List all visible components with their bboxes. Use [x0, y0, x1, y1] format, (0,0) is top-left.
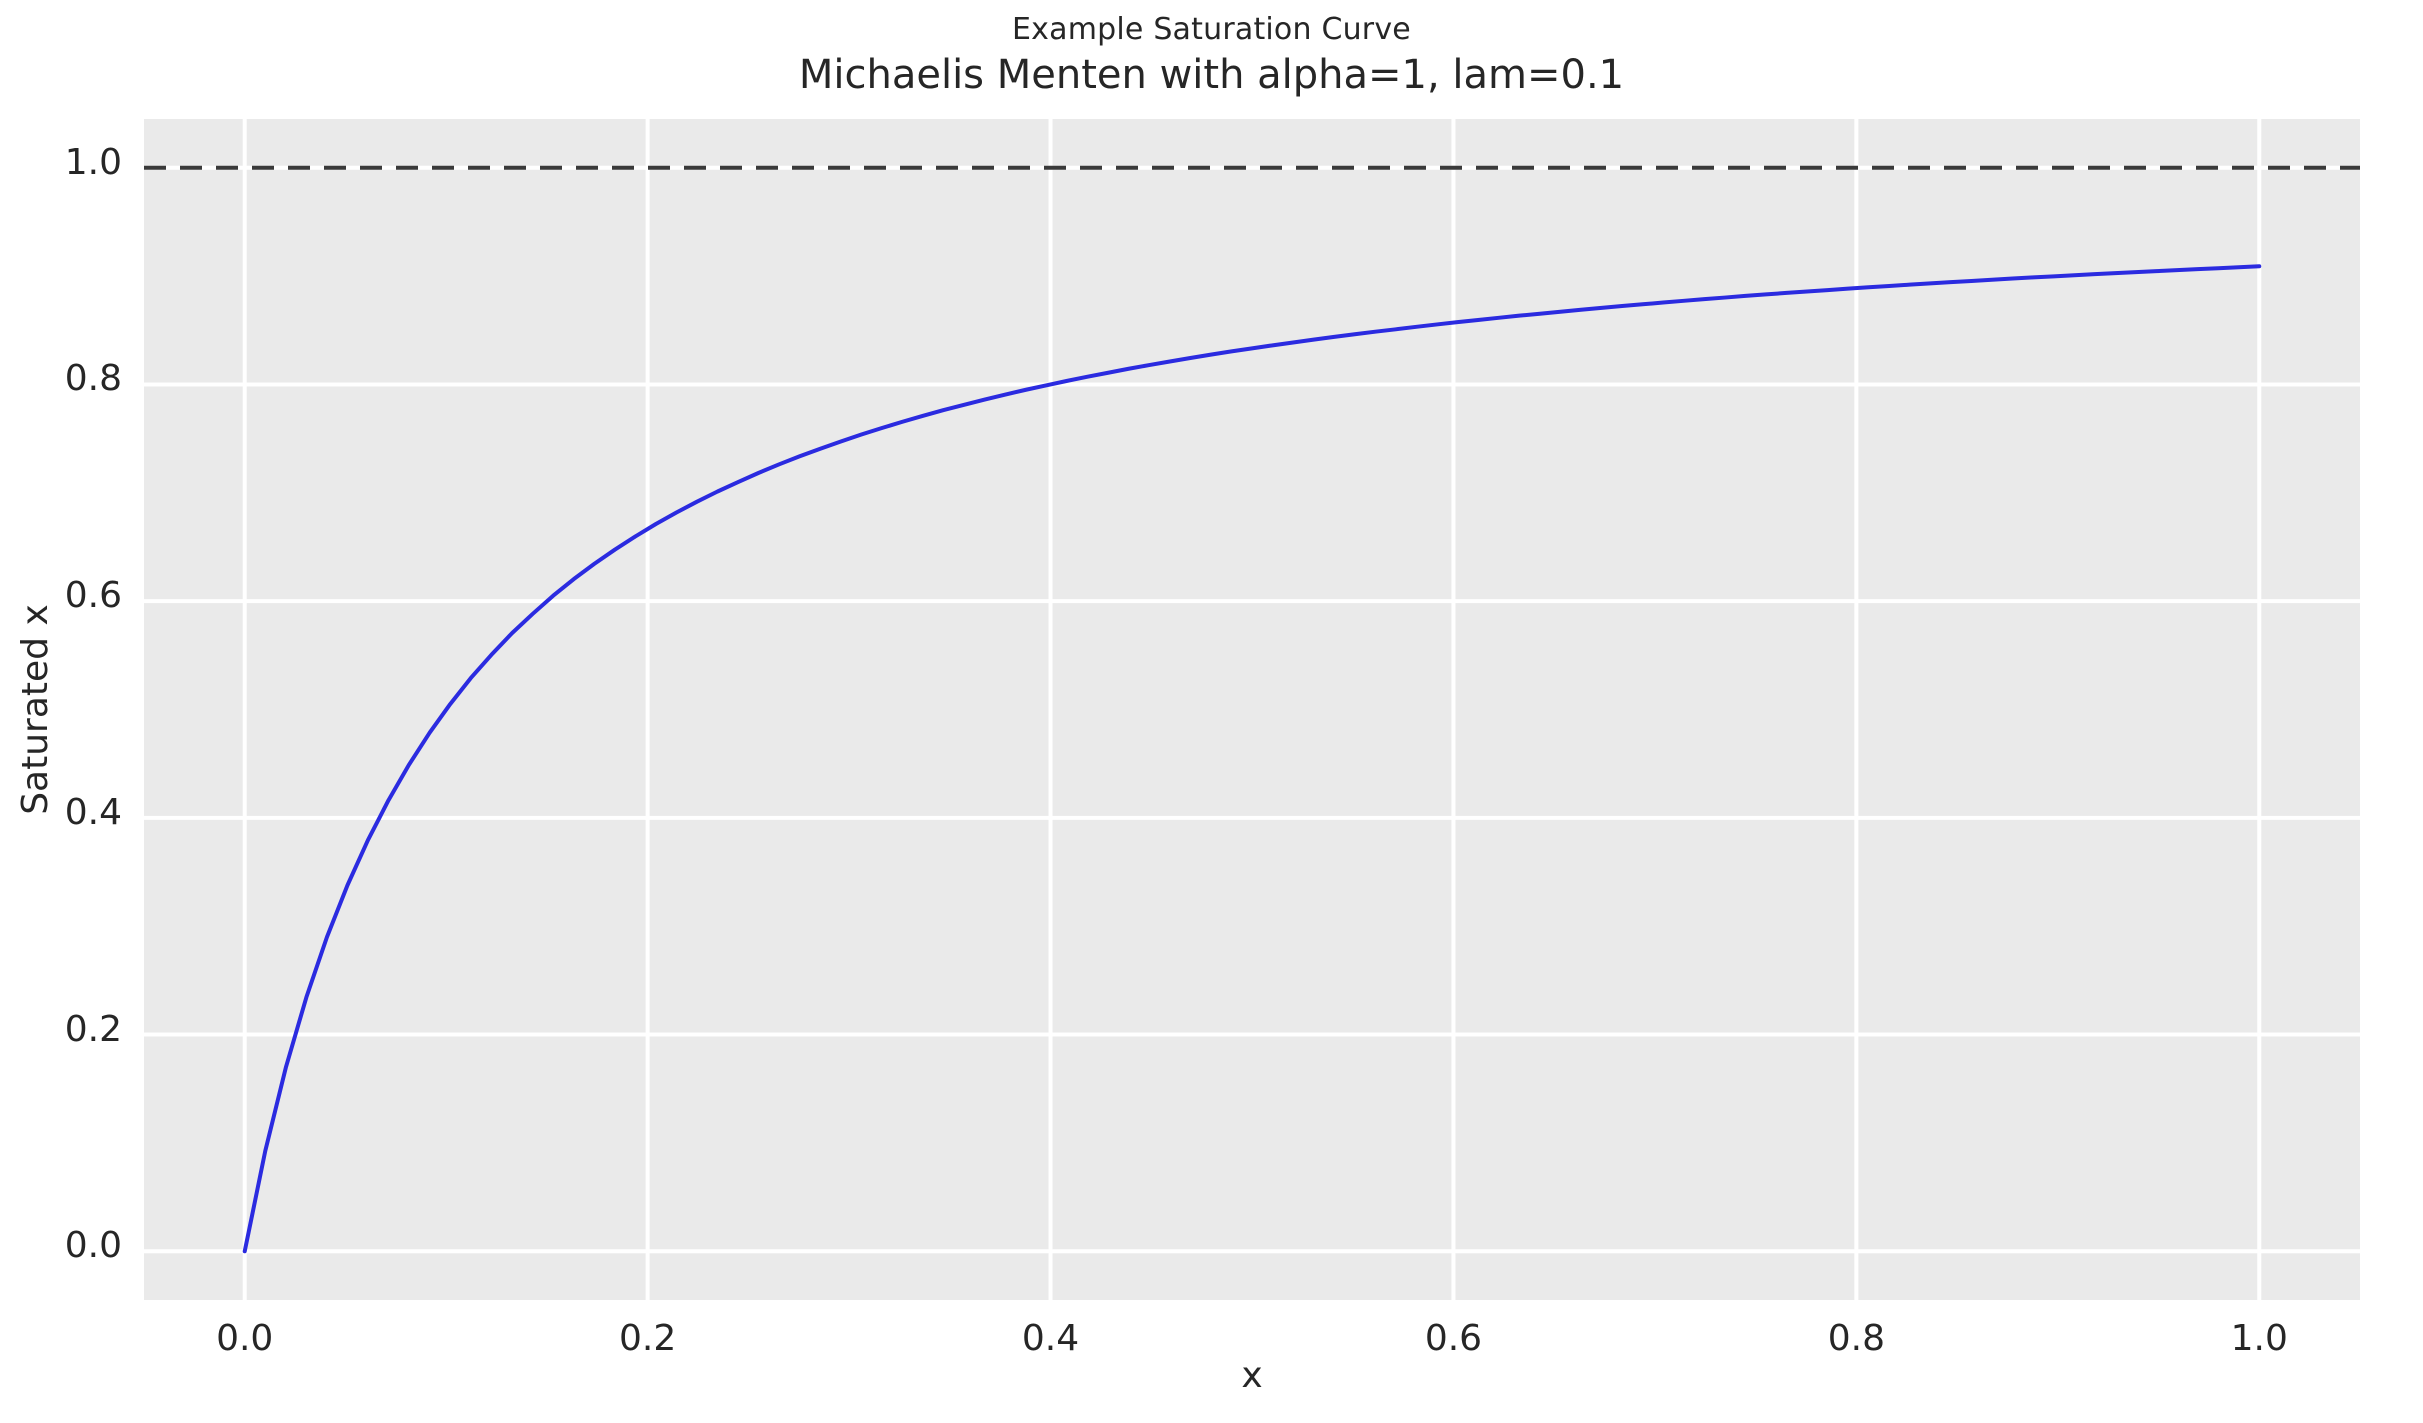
x-axis-label: x — [1241, 1355, 1263, 1396]
x-axis-tick-label: 0.0 — [216, 1318, 274, 1359]
x-axis-tick-label: 0.2 — [618, 1318, 677, 1359]
plot-area — [144, 119, 2360, 1300]
y-axis-tick-label: 1.0 — [64, 141, 122, 183]
y-axis-label-wrapper: Saturated x — [10, 119, 60, 1300]
x-axis-tick-label: 0.8 — [1827, 1318, 1885, 1359]
x-axis-tick-label: 1.0 — [2230, 1318, 2288, 1359]
grid-lines — [144, 119, 2360, 1300]
series-lines — [242, 264, 2262, 1254]
x-axis-tick-label: 0.6 — [1424, 1318, 1483, 1359]
y-axis-label: Saturated x — [14, 604, 56, 815]
y-axis-tick-label: 0.6 — [64, 575, 122, 617]
y-axis-tick-label: 0.0 — [64, 1225, 122, 1267]
y-axis-tick-label: 0.2 — [64, 1008, 122, 1050]
y-axis-tick-label: 0.4 — [64, 791, 122, 833]
data-series-line — [242, 264, 2262, 1254]
chart-canvas — [144, 119, 2360, 1300]
y-axis-tick-label: 0.8 — [64, 358, 122, 400]
chart-title: Michaelis Menten with alpha=1, lam=0.1 — [798, 52, 1625, 98]
figure-suptitle: Example Saturation Curve — [1012, 12, 1411, 47]
x-axis-tick-label: 0.4 — [1021, 1318, 1080, 1359]
